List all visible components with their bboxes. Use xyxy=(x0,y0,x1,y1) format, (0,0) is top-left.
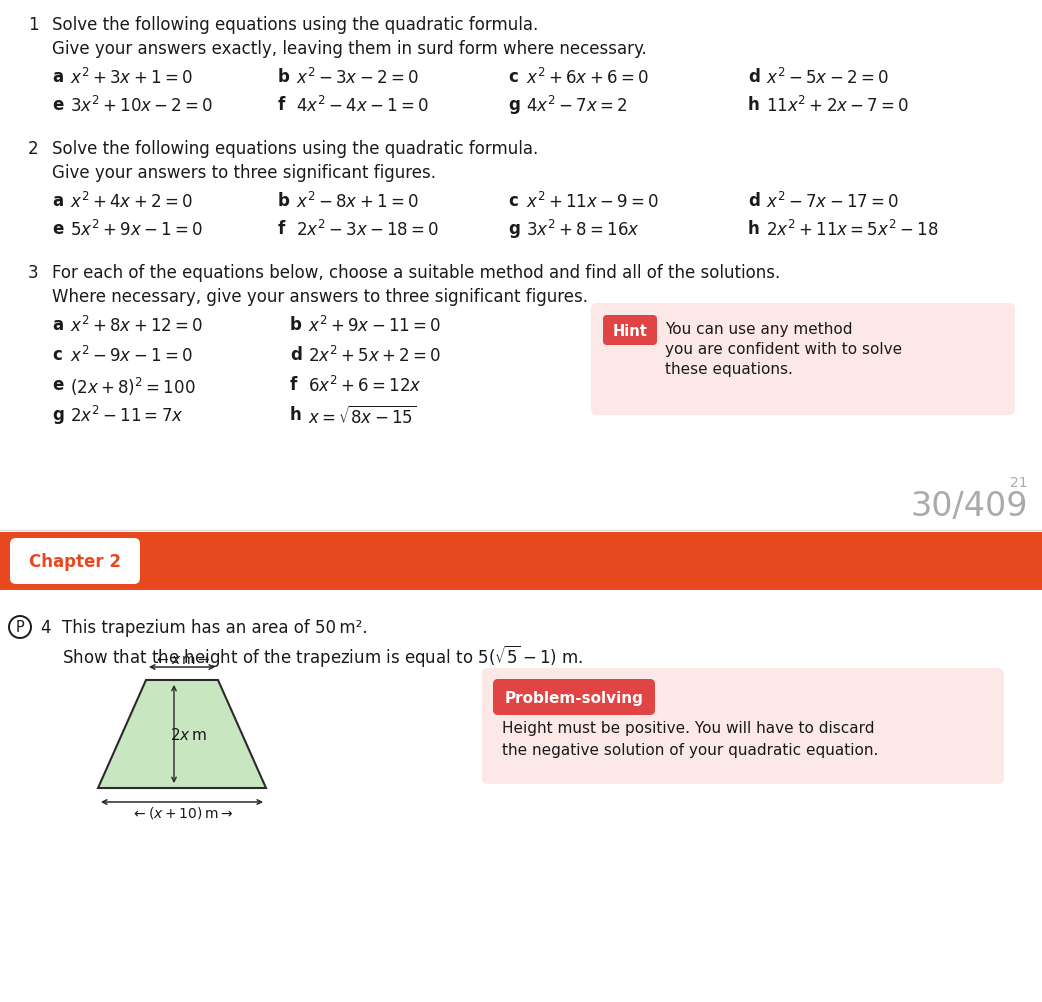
Text: This trapezium has an area of 50 m².: This trapezium has an area of 50 m². xyxy=(63,618,368,636)
Text: e: e xyxy=(52,219,64,237)
Text: Solve the following equations using the quadratic formula.: Solve the following equations using the … xyxy=(52,140,539,158)
Text: Hint: Hint xyxy=(613,324,647,338)
Text: h: h xyxy=(748,219,760,237)
Text: c: c xyxy=(508,68,518,86)
Text: $2x^2 - 3x - 18 = 0$: $2x^2 - 3x - 18 = 0$ xyxy=(296,219,440,239)
Text: c: c xyxy=(508,191,518,209)
Text: these equations.: these equations. xyxy=(665,362,793,377)
Text: $\leftarrow (x + 10)\,\mathrm{m}\rightarrow$: $\leftarrow (x + 10)\,\mathrm{m}\rightar… xyxy=(131,805,233,821)
Bar xyxy=(0,532,1042,590)
Text: $x^2 + 9x - 11 = 0$: $x^2 + 9x - 11 = 0$ xyxy=(308,316,441,336)
Text: g: g xyxy=(508,219,520,237)
Text: $x^2 + 6x + 6 = 0$: $x^2 + 6x + 6 = 0$ xyxy=(526,68,649,88)
Text: a: a xyxy=(52,316,64,334)
Text: $x = \sqrt{8x - 15}$: $x = \sqrt{8x - 15}$ xyxy=(308,406,417,428)
Text: $3x^2 + 10x - 2 = 0$: $3x^2 + 10x - 2 = 0$ xyxy=(70,96,214,116)
Text: $2x^2 + 5x + 2 = 0$: $2x^2 + 5x + 2 = 0$ xyxy=(308,346,441,366)
Text: $x^2 + 4x + 2 = 0$: $x^2 + 4x + 2 = 0$ xyxy=(70,191,193,211)
FancyBboxPatch shape xyxy=(591,304,1015,416)
Text: 1: 1 xyxy=(28,16,39,34)
Text: 30/409: 30/409 xyxy=(911,490,1028,522)
Text: $x^2 - 5x - 2 = 0$: $x^2 - 5x - 2 = 0$ xyxy=(766,68,889,88)
Text: $2x^2 + 11x = 5x^2 - 18$: $2x^2 + 11x = 5x^2 - 18$ xyxy=(766,219,939,239)
Text: Chapter 2: Chapter 2 xyxy=(29,552,121,570)
Text: For each of the equations below, choose a suitable method and find all of the so: For each of the equations below, choose … xyxy=(52,264,780,282)
Text: $x^2 + 3x + 1 = 0$: $x^2 + 3x + 1 = 0$ xyxy=(70,68,193,88)
Text: the negative solution of your quadratic equation.: the negative solution of your quadratic … xyxy=(502,742,878,758)
Text: h: h xyxy=(748,96,760,114)
Text: c: c xyxy=(52,346,61,364)
Text: $\leftarrow x\,\mathrm{m}\rightarrow$: $\leftarrow x\,\mathrm{m}\rightarrow$ xyxy=(153,652,210,666)
Text: $11x^2 + 2x - 7 = 0$: $11x^2 + 2x - 7 = 0$ xyxy=(766,96,910,116)
Text: 21: 21 xyxy=(1011,476,1028,490)
Text: 2: 2 xyxy=(28,140,39,158)
Text: $3x^2 + 8 = 16x$: $3x^2 + 8 = 16x$ xyxy=(526,219,640,239)
Text: $x^2 - 9x - 1 = 0$: $x^2 - 9x - 1 = 0$ xyxy=(70,346,193,366)
Text: b: b xyxy=(290,316,302,334)
Text: d: d xyxy=(748,191,760,209)
Text: $2x^2 - 11 = 7x$: $2x^2 - 11 = 7x$ xyxy=(70,406,183,426)
Text: $x^2 + 11x - 9 = 0$: $x^2 + 11x - 9 = 0$ xyxy=(526,191,660,211)
Text: e: e xyxy=(52,96,64,114)
Text: b: b xyxy=(278,191,290,209)
FancyBboxPatch shape xyxy=(482,668,1004,785)
Text: you are confident with to solve: you are confident with to solve xyxy=(665,342,902,357)
Text: $2x\,\mathrm{m}$: $2x\,\mathrm{m}$ xyxy=(170,726,206,742)
Text: $x^2 - 7x - 17 = 0$: $x^2 - 7x - 17 = 0$ xyxy=(766,191,899,211)
FancyBboxPatch shape xyxy=(493,679,655,715)
Text: Solve the following equations using the quadratic formula.: Solve the following equations using the … xyxy=(52,16,539,34)
Text: Where necessary, give your answers to three significant figures.: Where necessary, give your answers to th… xyxy=(52,288,588,306)
Text: $4x^2 - 4x - 1 = 0$: $4x^2 - 4x - 1 = 0$ xyxy=(296,96,429,116)
Text: Problem-solving: Problem-solving xyxy=(504,689,644,704)
Text: You can use any method: You can use any method xyxy=(665,322,852,337)
Text: h: h xyxy=(290,406,302,424)
Text: a: a xyxy=(52,68,64,86)
Text: 3: 3 xyxy=(28,264,39,282)
Text: d: d xyxy=(290,346,302,364)
Text: Give your answers to three significant figures.: Give your answers to three significant f… xyxy=(52,164,436,181)
Text: f: f xyxy=(278,219,286,237)
Text: $4x^2 - 7x = 2$: $4x^2 - 7x = 2$ xyxy=(526,96,627,116)
Text: $(2x + 8)^2 = 100$: $(2x + 8)^2 = 100$ xyxy=(70,376,196,398)
Text: 4: 4 xyxy=(40,618,50,636)
Text: g: g xyxy=(508,96,520,114)
Text: $x^2 - 8x + 1 = 0$: $x^2 - 8x + 1 = 0$ xyxy=(296,191,419,211)
Text: Height must be positive. You will have to discard: Height must be positive. You will have t… xyxy=(502,720,874,735)
Text: g: g xyxy=(52,406,64,424)
Text: a: a xyxy=(52,191,64,209)
FancyBboxPatch shape xyxy=(603,316,658,346)
Text: f: f xyxy=(290,376,297,394)
Text: e: e xyxy=(52,376,64,394)
FancyBboxPatch shape xyxy=(10,538,140,584)
Text: $5x^2 + 9x - 1 = 0$: $5x^2 + 9x - 1 = 0$ xyxy=(70,219,203,239)
Polygon shape xyxy=(98,680,266,789)
Text: d: d xyxy=(748,68,760,86)
Text: $x^2 - 3x - 2 = 0$: $x^2 - 3x - 2 = 0$ xyxy=(296,68,419,88)
Text: Show that the height of the trapezium is equal to $5(\sqrt{5} - 1)$ m.: Show that the height of the trapezium is… xyxy=(63,642,584,668)
Text: Give your answers exactly, leaving them in surd form where necessary.: Give your answers exactly, leaving them … xyxy=(52,40,647,58)
Text: $6x^2 + 6 = 12x$: $6x^2 + 6 = 12x$ xyxy=(308,376,422,396)
Text: $x^2 + 8x + 12 = 0$: $x^2 + 8x + 12 = 0$ xyxy=(70,316,203,336)
Text: f: f xyxy=(278,96,286,114)
Text: P: P xyxy=(16,620,24,635)
Text: b: b xyxy=(278,68,290,86)
